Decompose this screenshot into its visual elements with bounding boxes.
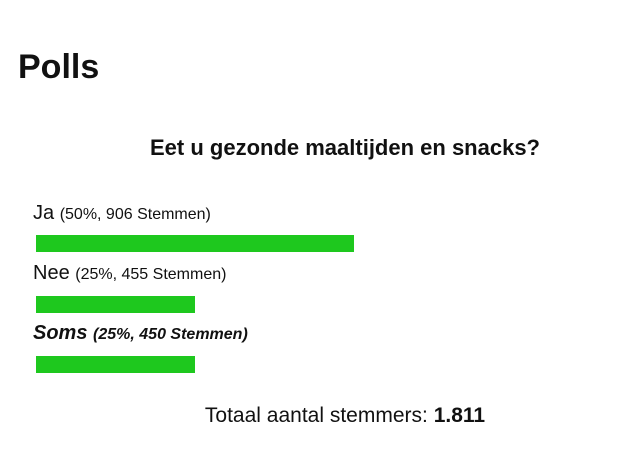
option[interactable]: Ja (50%, 906 Stemmen) xyxy=(33,202,211,225)
poll-question: Eet u gezonde maaltijden en snacks? xyxy=(150,135,540,160)
result-bar xyxy=(36,235,354,252)
result-bar xyxy=(36,296,195,313)
page-title: Polls xyxy=(18,48,100,86)
option-detail: (25%, 450 Stemmen) xyxy=(93,326,248,343)
option-label: Soms xyxy=(33,322,88,344)
result-bar xyxy=(36,356,195,373)
option-detail: (50%, 906 Stemmen) xyxy=(59,206,211,223)
option-label: Nee xyxy=(33,262,70,284)
total-votes: Totaal aantal stemmers: 1.811 xyxy=(0,404,642,428)
total-value: 1.811 xyxy=(433,404,486,427)
option-detail: (25%, 455 Stemmen) xyxy=(75,266,227,283)
option-label: Ja xyxy=(33,202,55,224)
total-label: Totaal aantal stemmers: xyxy=(204,404,428,427)
option[interactable]: Nee (25%, 455 Stemmen) xyxy=(33,262,226,285)
option[interactable]: Soms (25%, 450 Stemmen) xyxy=(33,322,248,345)
